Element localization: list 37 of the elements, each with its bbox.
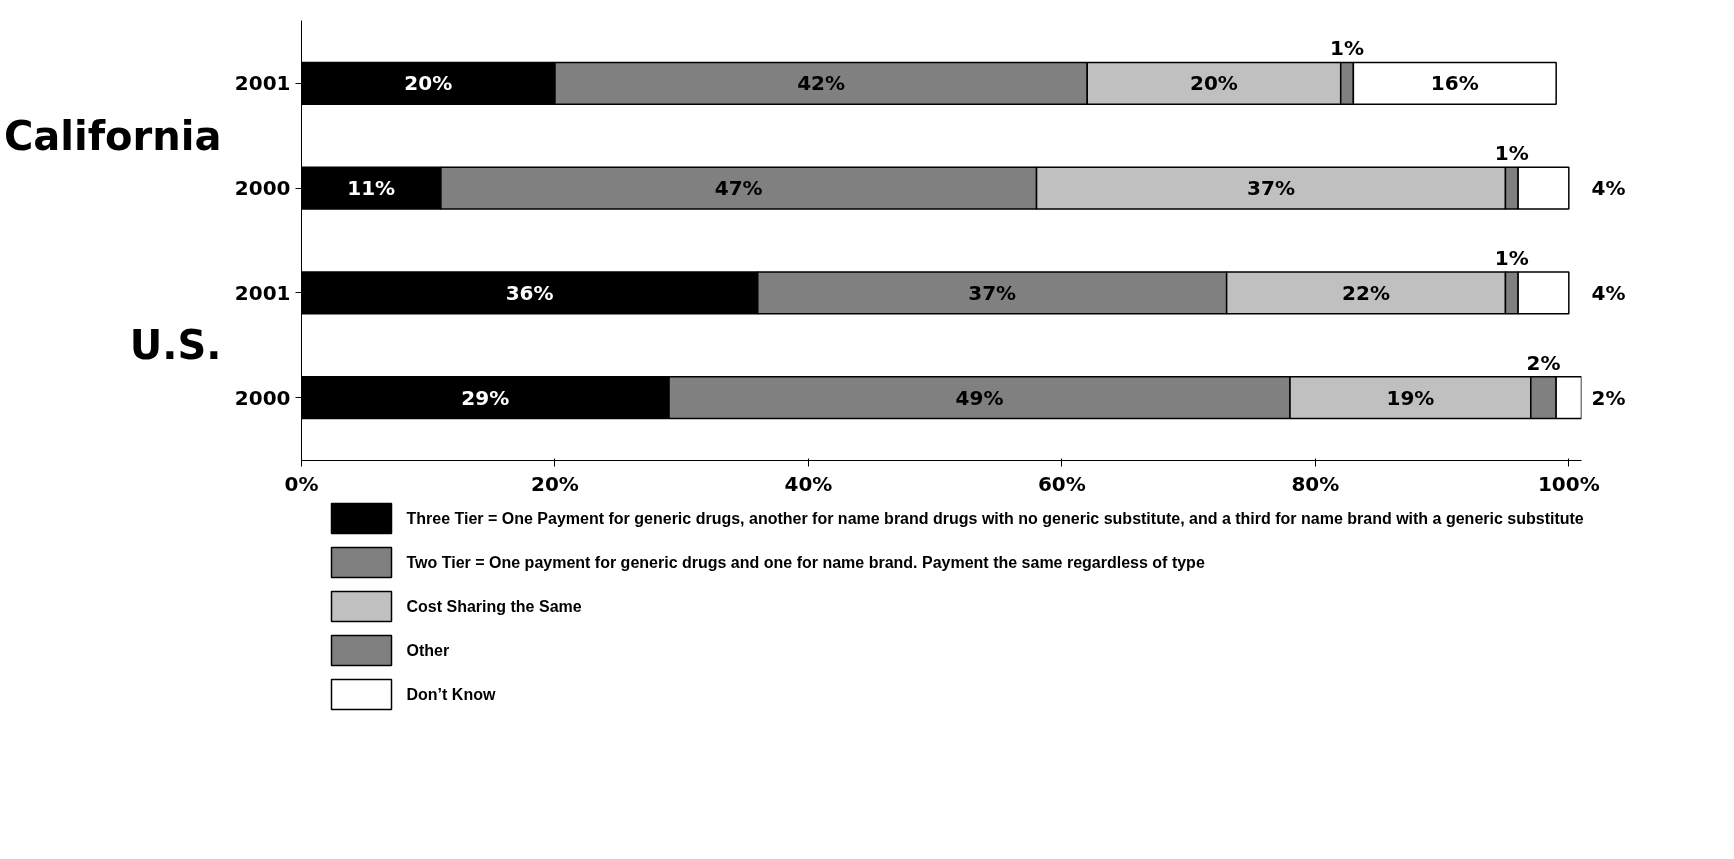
data-label: 1% [1494, 245, 1529, 270]
data-label: 16% [1430, 71, 1479, 96]
data-label: 4% [1591, 176, 1626, 201]
data-label: 36% [505, 280, 554, 305]
legend-label: Other [406, 642, 450, 659]
y-tick-label: 2000 [234, 176, 291, 201]
text: U.S. [129, 322, 222, 369]
data-label: 42% [797, 71, 846, 96]
x-tick-label: 40% [784, 471, 833, 496]
y-tick-label: 2001 [234, 71, 291, 96]
data-label: 19% [1386, 385, 1435, 410]
data-label: 49% [955, 385, 1004, 410]
data-label: 37% [1247, 176, 1295, 201]
data-label: 4% [1591, 280, 1626, 305]
data-label: 47% [714, 176, 763, 201]
data-label: 11% [347, 176, 396, 201]
data-label: 2% [1591, 385, 1626, 410]
y-tick-label: 2001 [234, 280, 291, 305]
legend-label: Three Tier = One Payment for generic drugs, another for name brand drugs with no generic substitute, and a third for name brand with a generic substitute [406, 510, 1584, 527]
data-label: 37% [968, 280, 1017, 305]
data-label: 2% [1526, 350, 1561, 375]
x-tick-label: 20% [531, 471, 579, 496]
data-label: 1% [1330, 36, 1365, 61]
data-label: 29% [461, 385, 510, 410]
data-label: 20% [1190, 71, 1238, 96]
data-label: 20% [404, 71, 453, 96]
x-tick-label: 80% [1291, 471, 1340, 496]
x-tick-label: 100% [1537, 471, 1600, 496]
legend-label: Two Tier = One payment for generic drugs and one for name brand. Payment the same regardless of type [406, 554, 1205, 571]
data-label: 22% [1342, 280, 1390, 305]
text: California [3, 112, 222, 159]
y-tick-label: 2000 [234, 385, 291, 410]
legend-label: Cost Sharing the Same [406, 598, 582, 615]
x-tick-label: 60% [1037, 471, 1086, 496]
legend-label: Don’t Know [406, 686, 496, 703]
data-label: 1% [1494, 141, 1529, 166]
x-tick-label: 0% [284, 471, 319, 496]
